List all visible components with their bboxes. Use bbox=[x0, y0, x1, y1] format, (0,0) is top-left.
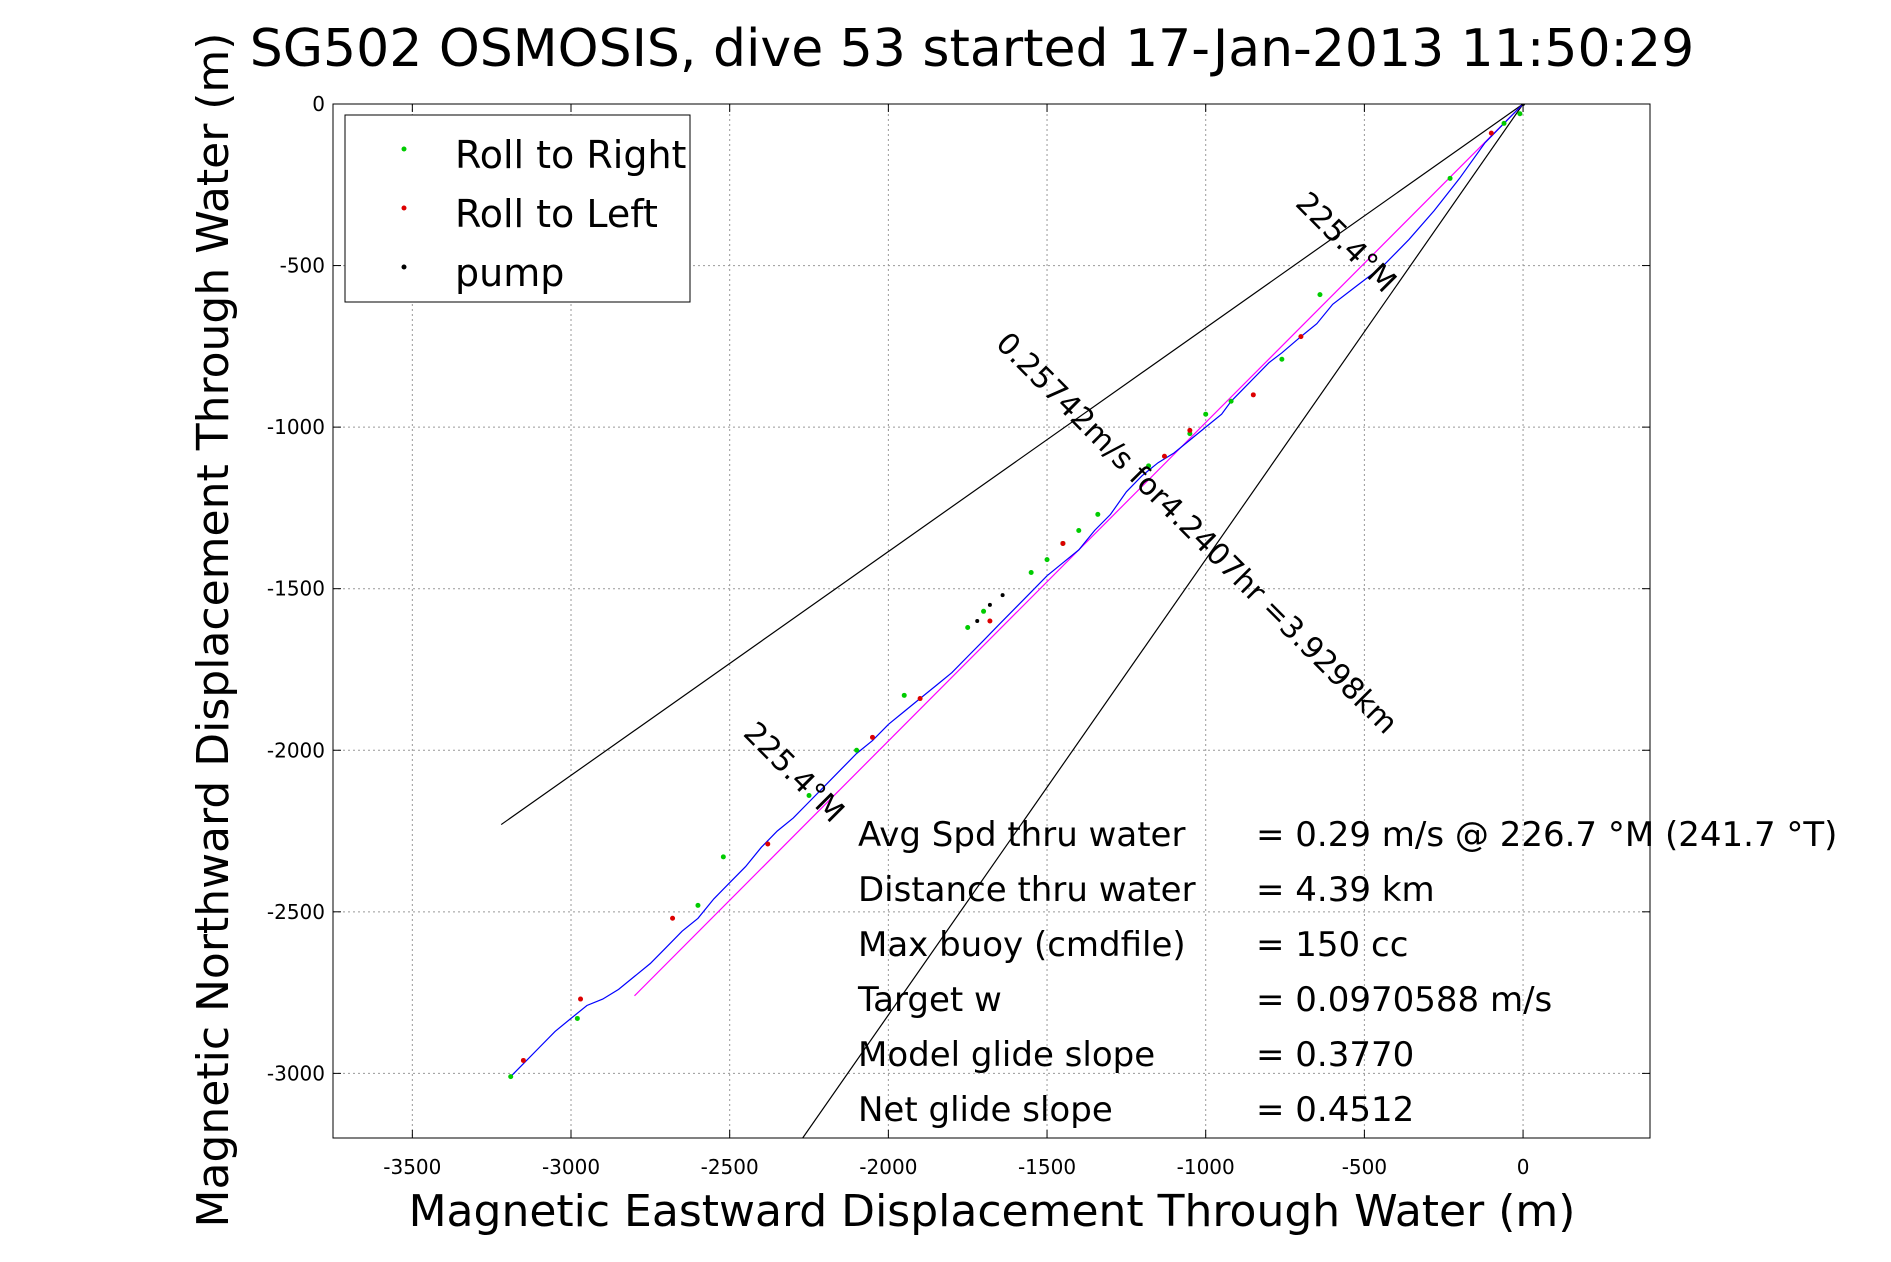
legend: Roll to Right Roll to Left pump bbox=[344, 114, 691, 303]
roll-right-point bbox=[1517, 111, 1523, 117]
stat-value: = 0.29 m/s @ 226.7 °M (241.7 °T) bbox=[1256, 815, 1837, 855]
axis-ticks: -3500 -3000 -2500 -2000 -1500 -1000 -500 0 0 -500… bbox=[267, 92, 1650, 1179]
legend-marker bbox=[401, 205, 407, 211]
heading-annotation: 0.25742m/s for4.2407hr =3.9298km bbox=[989, 326, 1404, 741]
y-tick-label: -2500 bbox=[267, 900, 325, 924]
roll-left-point bbox=[520, 1057, 526, 1063]
stat-value: = 150 cc bbox=[1256, 925, 1408, 965]
roll-left-point bbox=[1161, 453, 1167, 459]
x-tick-label: -3000 bbox=[542, 1155, 600, 1179]
y-tick-label: 0 bbox=[312, 92, 325, 116]
x-tick-label: -3500 bbox=[383, 1155, 441, 1179]
legend-label: pump bbox=[455, 251, 564, 295]
heading-annotation: 225.4°M bbox=[736, 715, 850, 829]
x-tick-label: -2000 bbox=[859, 1155, 917, 1179]
roll-right-point bbox=[1044, 557, 1050, 563]
roll-right-point bbox=[1447, 175, 1453, 181]
roll-right-point bbox=[1501, 120, 1507, 126]
roll-left-point bbox=[917, 696, 923, 702]
roll-right-point bbox=[854, 747, 860, 753]
sector-line bbox=[802, 104, 1524, 1138]
x-tick-label: -500 bbox=[1342, 1155, 1387, 1179]
stat-label: Model glide slope bbox=[858, 1035, 1155, 1075]
x-tick-label: -2500 bbox=[701, 1155, 759, 1179]
annotations: 225.4°M0.25742m/s for4.2407hr =3.9298km2… bbox=[736, 185, 1404, 829]
roll-right-point bbox=[720, 854, 726, 860]
roll-left-point bbox=[765, 841, 771, 847]
roll-left-point bbox=[670, 915, 676, 921]
roll-left-point bbox=[578, 996, 584, 1002]
roll-left-point bbox=[869, 734, 875, 740]
roll-right-point bbox=[1203, 411, 1209, 417]
stat-value: = 0.4512 bbox=[1256, 1090, 1414, 1130]
roll-left-point bbox=[1060, 540, 1066, 546]
roll-right-point bbox=[1146, 463, 1152, 469]
legend-label: Roll to Right bbox=[455, 133, 686, 177]
roll-right-point bbox=[1028, 570, 1034, 576]
x-tick-label: 0 bbox=[1517, 1155, 1530, 1179]
x-tick-label: -1000 bbox=[1177, 1155, 1235, 1179]
roll-left-point bbox=[1488, 130, 1494, 136]
plot-points bbox=[508, 104, 1526, 1080]
roll-right-point bbox=[1279, 356, 1285, 362]
roll-right-point bbox=[695, 902, 701, 908]
stat-label: Target w bbox=[857, 980, 1002, 1020]
roll-right-point bbox=[1095, 511, 1101, 517]
pump-point bbox=[975, 619, 980, 623]
legend-marker bbox=[401, 264, 407, 270]
roll-right-point bbox=[806, 792, 812, 798]
pump-point bbox=[987, 602, 992, 607]
y-tick-label: -1000 bbox=[267, 415, 325, 439]
legend-label: Roll to Left bbox=[455, 192, 658, 236]
plot-frame bbox=[332, 103, 1651, 1139]
roll-left-point bbox=[1298, 334, 1304, 340]
stat-value: = 0.0970588 m/s bbox=[1256, 980, 1552, 1020]
legend-marker bbox=[401, 146, 407, 152]
roll-right-point bbox=[965, 624, 971, 630]
pump-point bbox=[1000, 593, 1005, 598]
grid-lines bbox=[333, 103, 1650, 1138]
chart-title: SG502 OSMOSIS, dive 53 started 17-Jan-20… bbox=[250, 19, 1694, 79]
stat-label: Net glide slope bbox=[858, 1090, 1113, 1130]
roll-right-point bbox=[1228, 398, 1234, 404]
roll-right-point bbox=[508, 1074, 514, 1080]
roll-left-point bbox=[1250, 392, 1256, 398]
stat-label: Avg Spd thru water bbox=[858, 815, 1185, 855]
roll-right-point bbox=[901, 692, 907, 698]
roll-right-point bbox=[1076, 528, 1082, 534]
roll-left-point bbox=[1187, 427, 1193, 433]
x-tick-label: -1500 bbox=[1018, 1155, 1076, 1179]
x-axis-label: Magnetic Eastward Displacement Through W… bbox=[409, 1186, 1576, 1237]
y-tick-label: -500 bbox=[280, 254, 325, 278]
roll-left-point bbox=[987, 618, 993, 624]
roll-right-point bbox=[574, 1015, 580, 1021]
roll-right-point bbox=[1317, 292, 1323, 298]
y-tick-label: -3000 bbox=[267, 1061, 325, 1085]
stat-value: = 4.39 km bbox=[1256, 870, 1435, 910]
stat-label: Distance thru water bbox=[858, 870, 1196, 910]
y-axis-label: Magnetic Northward Displacement Through … bbox=[188, 33, 239, 1228]
y-tick-label: -2000 bbox=[267, 738, 325, 762]
roll-right-point bbox=[981, 608, 987, 614]
y-tick-label: -1500 bbox=[267, 577, 325, 601]
stats-block: Avg Spd thru water = 0.29 m/s @ 226.7 °M … bbox=[857, 815, 1837, 1130]
stat-label: Max buoy (cmdfile) bbox=[858, 925, 1186, 965]
sector-line bbox=[500, 104, 1524, 826]
stat-value: = 0.3770 bbox=[1256, 1035, 1414, 1075]
